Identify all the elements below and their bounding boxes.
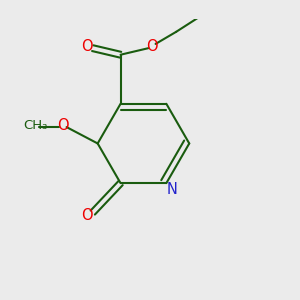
Text: O: O (57, 118, 68, 133)
Text: CH₃: CH₃ (23, 119, 48, 132)
Text: O: O (81, 39, 93, 54)
Text: N: N (167, 182, 178, 196)
Text: O: O (146, 39, 158, 54)
Text: O: O (81, 208, 93, 223)
